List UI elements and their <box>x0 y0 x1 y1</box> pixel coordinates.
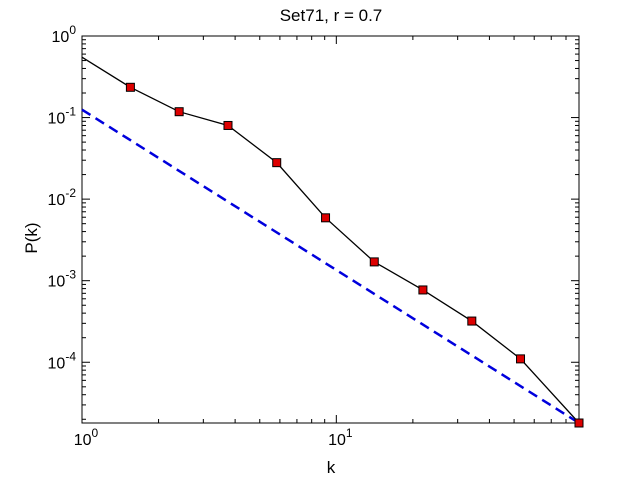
y-tick-label: 100 <box>52 23 77 46</box>
y-tick-label: 10-1 <box>48 105 77 128</box>
y-tick-label: 10-3 <box>48 268 77 291</box>
reference-dashed-line <box>81 108 580 425</box>
x-tick-label: 100 <box>74 426 99 449</box>
data-point-marker <box>418 285 428 295</box>
axis-ticks <box>81 35 580 423</box>
data-point-marker <box>369 257 379 267</box>
y-tick-label: 10-4 <box>48 349 77 372</box>
series-layer <box>81 56 584 428</box>
axis-tick-labels: 100 101 100 10-1 10-2 10-3 10-4 <box>48 23 353 449</box>
y-axis-label: P(k) <box>22 222 41 253</box>
data-point-marker <box>272 158 282 168</box>
plot-area <box>81 35 580 424</box>
data-point-marker <box>125 82 135 92</box>
data-point-marker <box>174 107 184 117</box>
data-point-marker <box>467 316 477 326</box>
y-tick-label: 10-2 <box>48 186 77 209</box>
data-point-marker <box>223 120 233 130</box>
data-point-marker <box>516 354 526 364</box>
x-axis-label: k <box>327 458 336 477</box>
x-tick-label: 101 <box>328 426 353 449</box>
data-point-marker <box>574 418 584 428</box>
chart-title: Set71, r = 0.7 <box>280 6 383 25</box>
data-point-marker <box>321 213 331 223</box>
